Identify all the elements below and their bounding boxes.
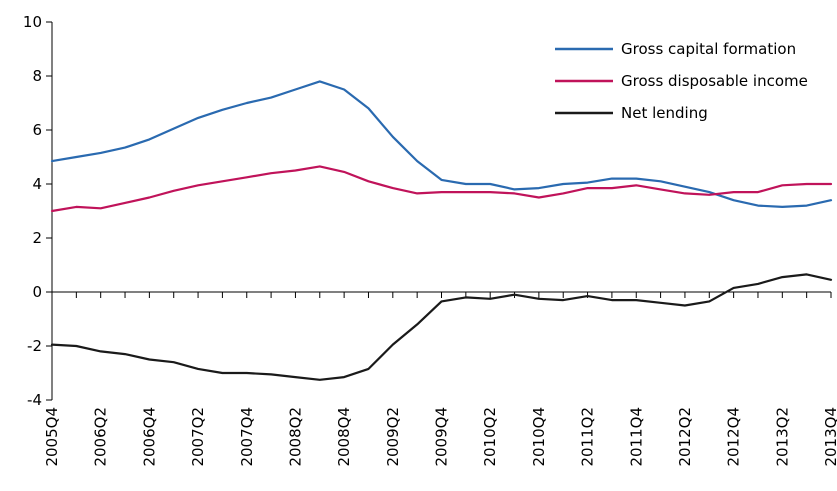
y-tick-label: 2 [32,229,42,247]
x-tick-label: 2013Q4 [822,407,837,467]
series-line-3 [50,273,833,381]
y-tick-label: 4 [32,175,42,193]
legend-label: Gross disposable income [621,72,808,90]
legend-label: Gross capital formation [621,40,796,58]
y-axis: -4 -2 0 2 4 6 8 10 [23,13,53,409]
series-lines [50,80,833,381]
x-tick-label: 2011Q2 [579,407,597,467]
x-tick-label: 2013Q2 [773,407,791,467]
x-tick-label: 2005Q4 [43,407,61,467]
y-tick-label: 6 [32,121,42,139]
x-tick-label: 2011Q4 [627,407,645,467]
x-tick-label: 2009Q2 [384,407,402,467]
x-tick-label: 2009Q4 [433,407,451,467]
x-tick-label: 2007Q4 [238,407,256,467]
x-tick-label: 2010Q2 [481,407,499,467]
y-tick-label: -4 [27,391,42,409]
y-tick-label: -2 [27,337,42,355]
x-tick-label: 2007Q2 [189,407,207,467]
y-tick-label: 8 [32,67,42,85]
legend: Gross capital formation Gross disposable … [555,40,808,122]
x-axis: 2005Q4 2006Q2 2006Q4 2007Q2 2007Q4 2008Q2 2008… [43,291,837,467]
x-tick-label: 2006Q2 [92,407,110,467]
x-tick-label: 2008Q2 [286,407,304,467]
x-tick-label: 2012Q4 [725,407,743,467]
x-tick-label: 2012Q2 [676,407,694,467]
legend-label: Net lending [621,104,708,122]
x-tick-label: 2006Q4 [140,407,158,467]
x-tick-label: 2008Q4 [335,407,353,467]
y-tick-label: 0 [32,283,42,301]
y-tick-label: 10 [23,13,42,31]
series-line-1 [50,80,833,208]
x-tick-label: 2010Q4 [530,407,548,467]
series-line-2 [50,165,833,213]
